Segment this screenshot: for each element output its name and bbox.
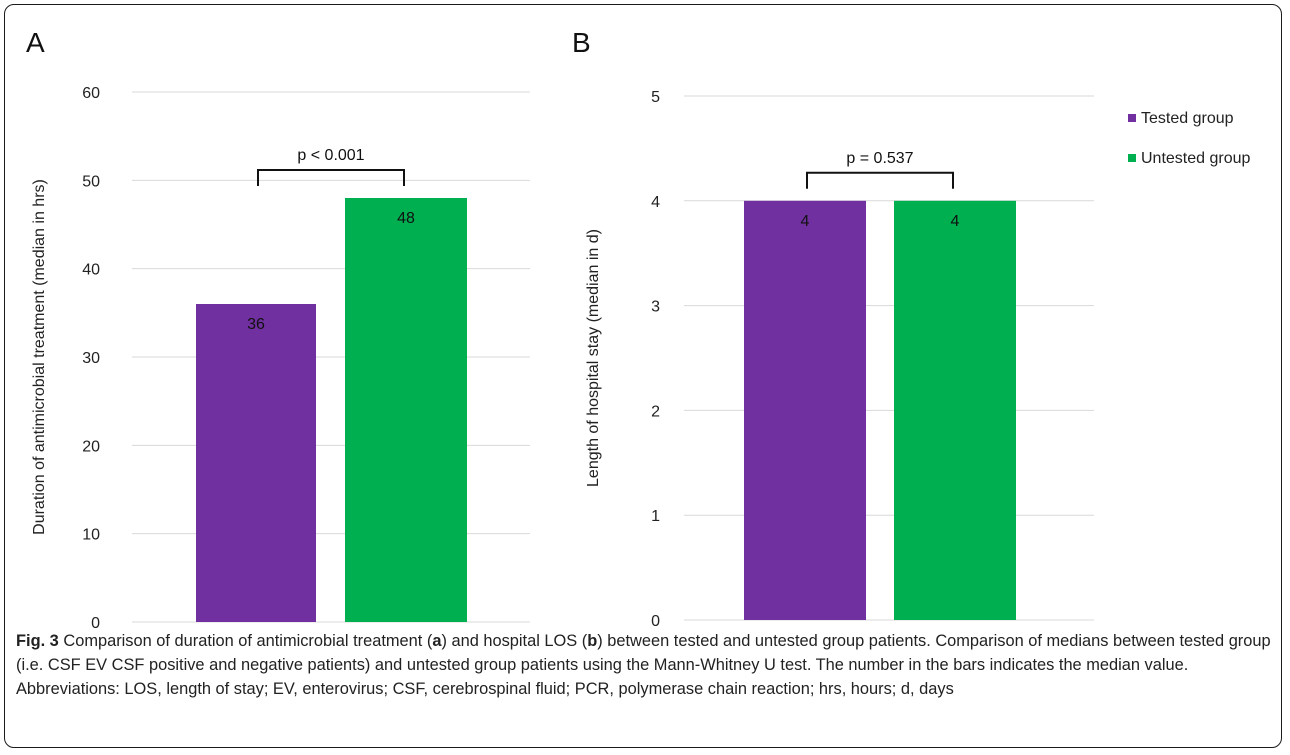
caption-text-3: ) between tested and untested group pati… <box>16 632 1271 698</box>
panel-a-bar-untested <box>345 198 467 622</box>
caption-panel-a: a <box>432 632 442 650</box>
panel-a-data-label: 36 <box>247 316 265 333</box>
legend-label-tested: Tested group <box>1141 110 1234 127</box>
panel-a-ytick-label: 0 <box>91 615 100 630</box>
panel-a-bar-tested <box>196 304 316 622</box>
panel-b-data-label: 4 <box>951 213 960 230</box>
panel-b-ytick-label: 1 <box>651 508 660 525</box>
figure-frame <box>4 4 1282 748</box>
panel-b-ytick-label: 3 <box>651 299 660 316</box>
panel-b-significance-bracket <box>806 171 954 189</box>
legend-swatch-untested <box>1128 154 1136 162</box>
panel-a-significance-bracket <box>257 169 405 186</box>
legend-swatch-tested <box>1128 114 1136 122</box>
legend-label-untested: Untested group <box>1141 150 1251 167</box>
caption-fig-label: Fig. 3 <box>16 632 59 650</box>
panel-b-p-value: p = 0.537 <box>846 150 913 167</box>
panel-b-ytick-label: 5 <box>651 89 660 106</box>
panel-a-ytick-label: 40 <box>82 262 100 279</box>
panel-a-ytick-label: 60 <box>82 85 100 102</box>
panel-a-p-value: p < 0.001 <box>297 147 364 164</box>
panel-b-ylabel: Length of hospital stay (median in d) <box>585 229 602 487</box>
panel-a-ylabel: Duration of antimicrobial treatment (med… <box>31 179 48 535</box>
figure-caption: Fig. 3 Comparison of duration of antimic… <box>16 629 1274 701</box>
panel-a-ytick-label: 50 <box>82 173 100 190</box>
panel-b-ytick-label: 4 <box>651 194 660 211</box>
panel-b-letter: B <box>572 27 591 58</box>
panel-a-ytick-label: 30 <box>82 350 100 367</box>
caption-text-1: Comparison of duration of antimicrobial … <box>58 632 433 650</box>
panel-b-data-label: 4 <box>801 213 810 230</box>
panel-b-ytick-label: 2 <box>651 403 660 420</box>
panel-a-ytick-label: 20 <box>82 438 100 455</box>
panel-b-ytick-label: 0 <box>651 613 660 630</box>
panel-b-bar-tested <box>744 200 866 621</box>
panel-b-bar-untested <box>894 200 1016 621</box>
caption-text-2: ) and hospital LOS ( <box>441 632 588 650</box>
panel-a-data-label: 48 <box>397 210 415 227</box>
caption-panel-b: b <box>587 632 598 650</box>
panel-a-ytick-label: 10 <box>82 527 100 544</box>
panel-a-letter: A <box>26 27 45 58</box>
